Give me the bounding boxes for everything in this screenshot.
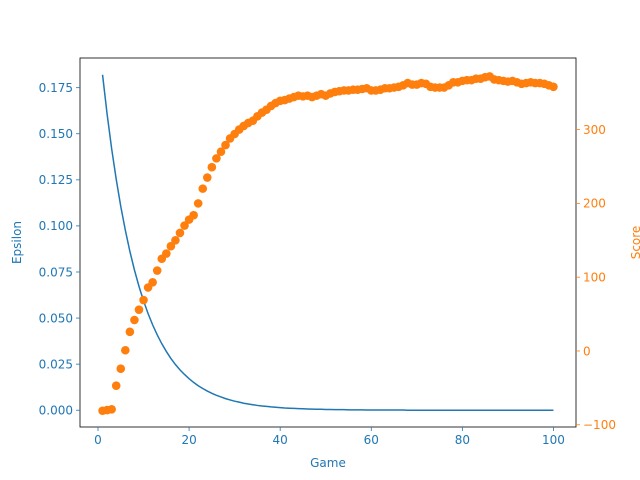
y-right-tick-label: −100 bbox=[583, 418, 616, 432]
score-point bbox=[139, 295, 148, 305]
x-tick-label: 40 bbox=[273, 433, 288, 447]
score-point bbox=[180, 221, 189, 230]
y-right-tick-label: 0 bbox=[583, 344, 591, 358]
y-left-tick-label: 0.100 bbox=[39, 219, 73, 233]
x-tick-label: 60 bbox=[364, 433, 379, 447]
score-point bbox=[203, 173, 212, 182]
score-point bbox=[148, 278, 157, 287]
y-left-tick-label: 0.150 bbox=[39, 127, 73, 141]
y-axis-right-title: Score bbox=[629, 226, 640, 260]
x-tick-label: 20 bbox=[181, 433, 196, 447]
score-point bbox=[189, 210, 198, 220]
y-axis-left: 0.000 0.025 0.050 0.075 0.100 0.125 0.150 0.175 bbox=[39, 81, 80, 418]
score-point bbox=[121, 345, 130, 355]
score-point bbox=[107, 404, 116, 414]
x-axis: 0 20 40 60 80 100 bbox=[94, 427, 565, 447]
score-point bbox=[162, 249, 171, 258]
score-point bbox=[212, 154, 221, 163]
score-point bbox=[111, 381, 121, 390]
y-left-tick-label: 0.175 bbox=[39, 81, 73, 95]
y-right-tick-label: 200 bbox=[583, 197, 606, 211]
score-point bbox=[171, 235, 180, 245]
score-point bbox=[125, 327, 135, 337]
score-point bbox=[216, 147, 226, 157]
x-axis-title: Game bbox=[310, 456, 346, 470]
y-left-tick-label: 0.075 bbox=[39, 265, 73, 279]
plot-frame bbox=[79, 57, 577, 428]
score-point bbox=[152, 266, 162, 275]
y-left-tick-label: 0.125 bbox=[39, 173, 73, 187]
y-axis-right: −100 0 100 200 300 bbox=[576, 123, 616, 432]
x-tick-label: 80 bbox=[455, 433, 470, 447]
score-point bbox=[130, 315, 139, 325]
plot-area bbox=[98, 72, 558, 416]
score-point bbox=[166, 241, 176, 251]
y-axis-left-title: Epsilon bbox=[10, 221, 24, 264]
y-right-tick-label: 300 bbox=[583, 123, 606, 137]
x-tick-label: 100 bbox=[542, 433, 565, 447]
score-point bbox=[134, 305, 144, 314]
x-tick-label: 0 bbox=[94, 433, 102, 447]
y-right-tick-label: 100 bbox=[583, 270, 606, 284]
y-left-tick-label: 0.050 bbox=[39, 311, 73, 325]
score-point bbox=[116, 364, 126, 374]
score-point bbox=[221, 140, 230, 150]
score-point bbox=[207, 162, 217, 172]
score-point bbox=[193, 199, 203, 208]
y-left-tick-label: 0.000 bbox=[39, 404, 73, 418]
epsilon-line bbox=[101, 74, 554, 411]
y-left-tick-label: 0.025 bbox=[39, 357, 73, 371]
score-point bbox=[175, 228, 185, 238]
score-point bbox=[198, 184, 208, 193]
score-point bbox=[549, 82, 558, 92]
